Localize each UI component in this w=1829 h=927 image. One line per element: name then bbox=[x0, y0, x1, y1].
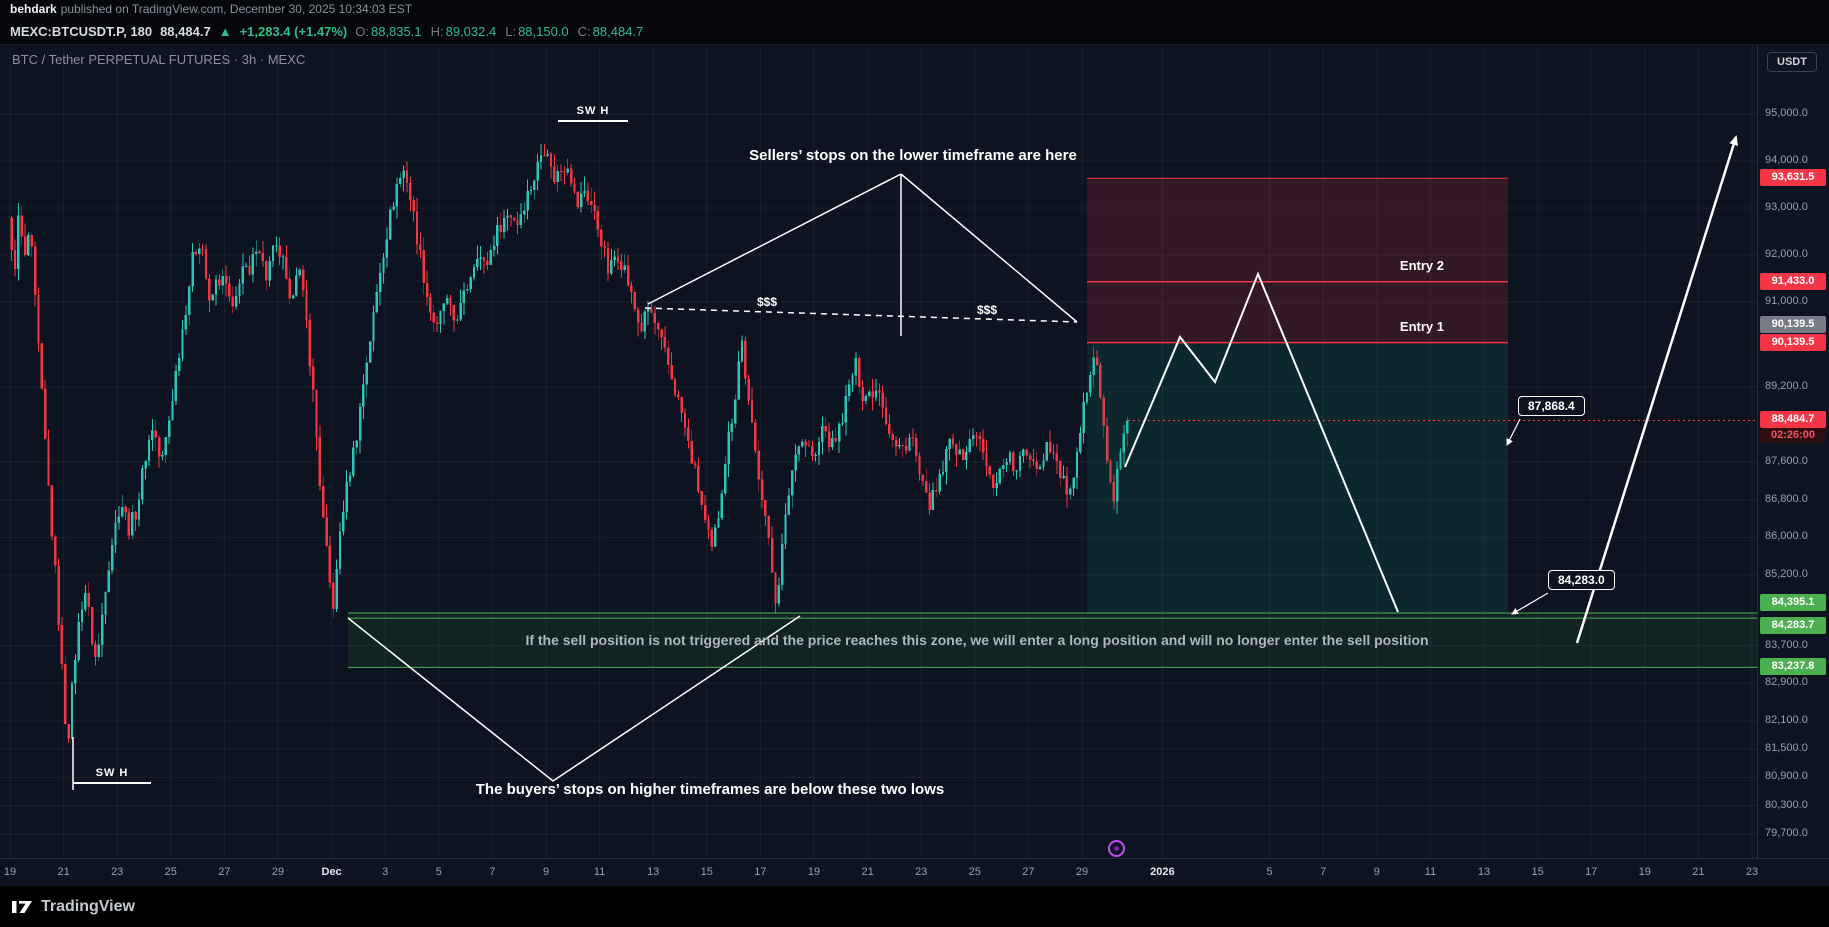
price-tick: 81,500.0 bbox=[1765, 742, 1808, 755]
price-tick: 83,700.0 bbox=[1765, 638, 1808, 651]
footer-bar: TradingView bbox=[0, 886, 1829, 927]
price-tick: 86,000.0 bbox=[1765, 530, 1808, 543]
byline: behdark published on TradingView.com, Dec… bbox=[10, 2, 412, 19]
time-label: 7 bbox=[1320, 866, 1327, 878]
currency-toggle-button[interactable]: USDT bbox=[1767, 52, 1817, 72]
ohlc-h: H: 89,032.4 bbox=[430, 23, 497, 39]
symbol-bar: MEXC:BTCUSDT.P, 180 88,484.7 ▲ +1,283.4 … bbox=[10, 19, 643, 43]
price-tick: 86,800.0 bbox=[1765, 492, 1808, 505]
time-label: 21 bbox=[1692, 866, 1705, 878]
time-label: 21 bbox=[861, 866, 874, 878]
price-tag-red: 90,139.5 bbox=[1760, 333, 1826, 351]
profit-zone bbox=[1087, 342, 1508, 613]
time-label: 11 bbox=[593, 866, 606, 878]
price-tag-red: 88,484.7 bbox=[1760, 411, 1826, 429]
time-label: 3 bbox=[382, 866, 389, 878]
price-tick: 87,600.0 bbox=[1765, 455, 1808, 468]
time-label: 27 bbox=[1022, 866, 1035, 878]
ohlc-l: L: 88,150.0 bbox=[505, 23, 569, 39]
price-tick: 80,900.0 bbox=[1765, 770, 1808, 783]
time-label: 15 bbox=[1531, 866, 1544, 878]
time-label: 25 bbox=[164, 866, 177, 878]
time-label: 15 bbox=[700, 866, 713, 878]
time-label: 23 bbox=[915, 866, 928, 878]
price-tick: 92,000.0 bbox=[1765, 248, 1808, 261]
price-tag-red: 91,433.0 bbox=[1760, 272, 1826, 290]
tradingview-logo[interactable]: TradingView bbox=[12, 897, 135, 916]
price-tick: 79,700.0 bbox=[1765, 826, 1808, 839]
hand-drawings bbox=[72, 135, 1738, 790]
time-axis[interactable]: 19 21 23 25 27 29 Dec 3 5 7 9 11 13 15 17 19 21 23 25 27 29 2… bbox=[0, 858, 1829, 887]
time-label: 23 bbox=[111, 866, 124, 878]
time-label: 17 bbox=[1585, 866, 1598, 878]
time-label: 7 bbox=[489, 866, 496, 878]
long-zone-band bbox=[348, 612, 1757, 668]
time-label: Dec bbox=[321, 866, 342, 878]
time-label: 13 bbox=[1477, 866, 1491, 878]
byline-text: published on TradingView.com, December 3… bbox=[60, 2, 413, 16]
time-label: 29 bbox=[271, 866, 285, 878]
time-label: 19 bbox=[807, 866, 821, 878]
price-tick: 82,100.0 bbox=[1765, 713, 1808, 726]
time-label: 23 bbox=[1745, 866, 1759, 878]
time-label: 17 bbox=[754, 866, 767, 878]
candles bbox=[10, 144, 1129, 743]
symbol-name: MEXC:BTCUSDT.P, 180 bbox=[10, 23, 153, 39]
change-arrow-icon: ▲ bbox=[218, 23, 232, 39]
price-tick: 93,000.0 bbox=[1765, 201, 1808, 213]
price-tick: 95,000.0 bbox=[1765, 106, 1808, 119]
tradingview-logo-icon bbox=[12, 901, 32, 913]
candlestick-chart[interactable] bbox=[0, 45, 1757, 859]
time-label: 11 bbox=[1424, 866, 1437, 878]
time-label: 5 bbox=[435, 866, 442, 878]
time-label: 9 bbox=[1373, 866, 1380, 878]
price-tick: 89,200.0 bbox=[1765, 379, 1808, 392]
change-value: +1,283.4 (+1.47%) bbox=[239, 23, 348, 39]
price-tag-green: 84,283.7 bbox=[1760, 617, 1826, 635]
time-label: 2026 bbox=[1150, 866, 1175, 878]
price-tag-red: 93,631.5 bbox=[1760, 169, 1826, 187]
bar-countdown: 02:26:00 bbox=[1760, 428, 1826, 444]
time-label: 19 bbox=[1638, 866, 1651, 878]
time-label: 25 bbox=[968, 866, 981, 878]
ohlc-o: O: 88,835.1 bbox=[355, 23, 422, 39]
ohlc-values: O: 88,835.1 H: 89,032.4 L: 88,150.0 C: 88,484.7 bbox=[355, 24, 643, 39]
time-label: 13 bbox=[647, 866, 660, 878]
tradingview-logo-text: TradingView bbox=[41, 897, 135, 915]
time-label: 29 bbox=[1075, 866, 1089, 878]
price-tick: 94,000.0 bbox=[1765, 153, 1808, 166]
time-label: 9 bbox=[542, 866, 550, 878]
price-tick: 82,900.0 bbox=[1765, 676, 1808, 689]
last-price: 88,484.7 bbox=[160, 23, 211, 39]
risk-zone bbox=[1087, 178, 1508, 343]
ohlc-c: C: 88,484.7 bbox=[577, 23, 644, 39]
time-label: 5 bbox=[1266, 866, 1273, 878]
price-axis[interactable]: USDT 95,000.0 94,000.0 93,000.0 92,000.0 91,… bbox=[1757, 45, 1829, 859]
time-label: 19 bbox=[3, 866, 17, 878]
time-label: 27 bbox=[218, 866, 231, 878]
price-tick: 80,300.0 bbox=[1765, 798, 1808, 811]
price-tag-green: 83,237.8 bbox=[1760, 658, 1826, 676]
price-tick: 91,000.0 bbox=[1765, 295, 1808, 308]
price-tick: 85,200.0 bbox=[1765, 568, 1808, 581]
grid bbox=[0, 45, 1757, 859]
time-label: 21 bbox=[57, 866, 70, 878]
chart-area: BTC / Tether PERPETUAL FUTURES · 3h · ME… bbox=[0, 44, 1829, 859]
price-tag-gray: 90,139.5 bbox=[1760, 315, 1826, 333]
price-tag-green: 84,395.1 bbox=[1760, 593, 1826, 611]
byline-author: behdark bbox=[10, 2, 57, 16]
